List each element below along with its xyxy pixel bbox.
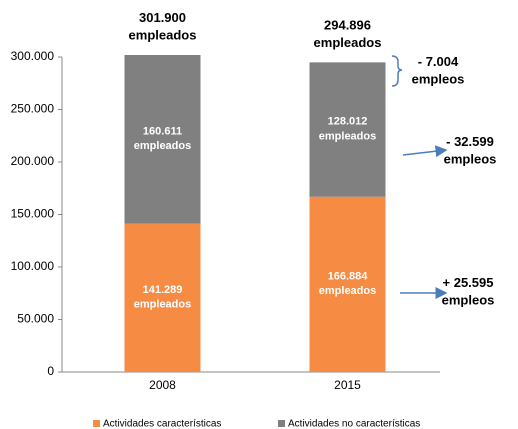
bar-segment [124, 223, 201, 372]
legend-swatch [278, 420, 285, 427]
x-tick-label: 2015 [334, 378, 361, 392]
total-label: 294.896 empleados [314, 18, 382, 51]
x-tick-label: 2008 [149, 378, 176, 392]
y-tick-label: 0 [47, 364, 54, 378]
value-label: 160.611 empleados [134, 125, 191, 152]
arrow [402, 145, 448, 158]
y-tick-label: 150.000 [11, 207, 55, 221]
bar-segment [309, 196, 386, 372]
total-label: 301.900 empleados [129, 10, 197, 43]
legend-label: Actividades características [103, 419, 221, 429]
value-label: 141.289 empleados [134, 284, 191, 311]
bar-segment [309, 62, 386, 197]
y-tick-label: 100.000 [11, 259, 55, 273]
value-label: 128.012 empleados [319, 115, 376, 142]
y-tick-label: 200.000 [11, 154, 55, 168]
y-tick-label: 250.000 [11, 102, 55, 116]
y-tick-label: 50.000 [17, 312, 54, 326]
brace [391, 55, 403, 87]
annotation: - 32.599 empleos [444, 134, 497, 167]
annotation: + 25.595 empleos [442, 275, 495, 308]
legend-swatch [93, 420, 100, 427]
brace-path [391, 55, 403, 87]
annotation: - 7.004 empleos [412, 54, 465, 87]
legend-label: Actividades no características [288, 419, 420, 429]
bar-segment [124, 55, 201, 224]
y-tick-label: 300.000 [11, 49, 55, 63]
value-label: 166.884 empleados [319, 270, 376, 297]
